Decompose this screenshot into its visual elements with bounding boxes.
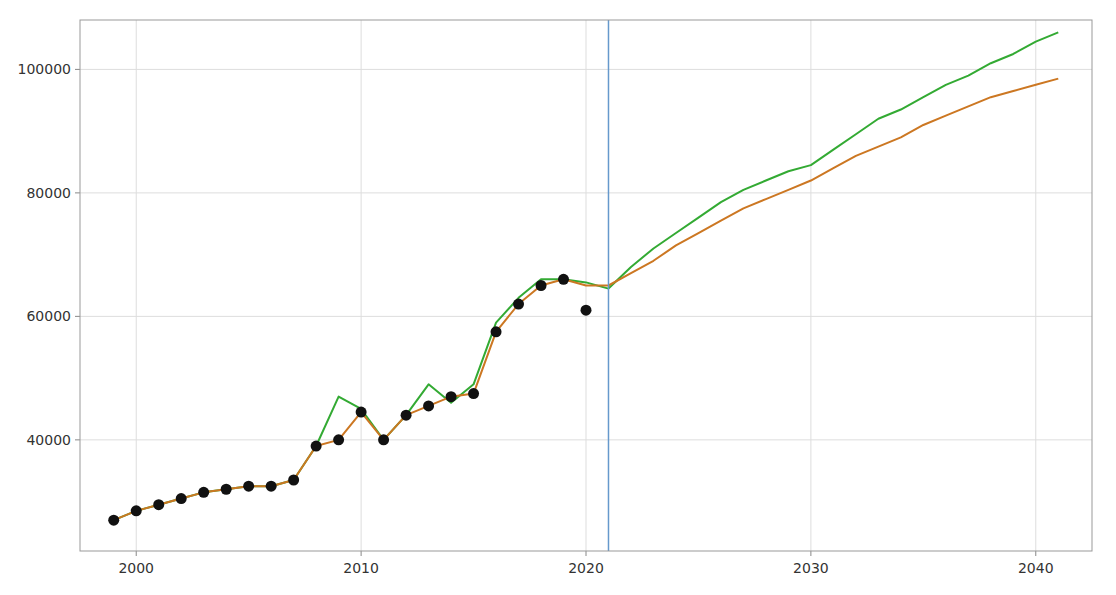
- tick-y: [75, 439, 80, 440]
- tick-y: [75, 69, 80, 70]
- observed-point: [108, 515, 119, 526]
- observed-point: [446, 391, 457, 402]
- grid-line-y: [80, 316, 1092, 317]
- observed-point: [423, 400, 434, 411]
- observed-point: [536, 280, 547, 291]
- tick-label-y: 80000: [26, 185, 71, 201]
- observed-point: [558, 274, 569, 285]
- plot-area: [108, 20, 1058, 551]
- observed-point: [176, 493, 187, 504]
- series-line: [114, 32, 1059, 520]
- plot-background: [80, 20, 1092, 551]
- tick-x: [136, 551, 137, 556]
- reference-line: [608, 20, 610, 551]
- observed-point: [266, 481, 277, 492]
- observed-point: [198, 487, 209, 498]
- grid-line-x: [361, 20, 362, 551]
- grid-line-y: [80, 69, 1092, 70]
- tick-y: [75, 316, 80, 317]
- tick-x: [810, 551, 811, 556]
- observed-point: [221, 484, 232, 495]
- tick-label-y: 60000: [26, 308, 71, 324]
- tick-x: [586, 551, 587, 556]
- observed-point: [311, 441, 322, 452]
- tick-x: [361, 551, 362, 556]
- tick-label-y: 40000: [26, 432, 71, 448]
- grid-line-x: [136, 20, 137, 551]
- observed-point: [243, 481, 254, 492]
- grid-line-y: [80, 192, 1092, 193]
- tick-y: [75, 192, 80, 193]
- tick-label-x: 2020: [568, 560, 604, 576]
- tick-label-x: 2000: [118, 560, 154, 576]
- observed-point: [378, 434, 389, 445]
- tick-label-x: 2010: [343, 560, 379, 576]
- tick-label-x: 2030: [793, 560, 829, 576]
- observed-point: [333, 434, 344, 445]
- tick-label-y: 100000: [18, 61, 71, 77]
- observed-point: [468, 388, 479, 399]
- observed-point: [131, 505, 142, 516]
- grid-line-y: [80, 439, 1092, 440]
- grid: [80, 20, 1092, 551]
- tick-label-x: 2040: [1018, 560, 1054, 576]
- observed-point: [288, 474, 299, 485]
- observed-point: [513, 299, 524, 310]
- grid-line-x: [1035, 20, 1036, 551]
- observed-point: [581, 305, 592, 316]
- observed-point: [491, 326, 502, 337]
- observed-point: [401, 410, 412, 421]
- grid-line-x: [810, 20, 811, 551]
- plot-frame: [80, 20, 1092, 551]
- chart: 2000 2010 2020 2030 2040 40000 60000 80000 10000…: [0, 0, 1116, 595]
- tick-x: [1035, 551, 1036, 556]
- series-line: [114, 79, 1059, 520]
- observed-point: [356, 407, 367, 418]
- observed-point: [153, 499, 164, 510]
